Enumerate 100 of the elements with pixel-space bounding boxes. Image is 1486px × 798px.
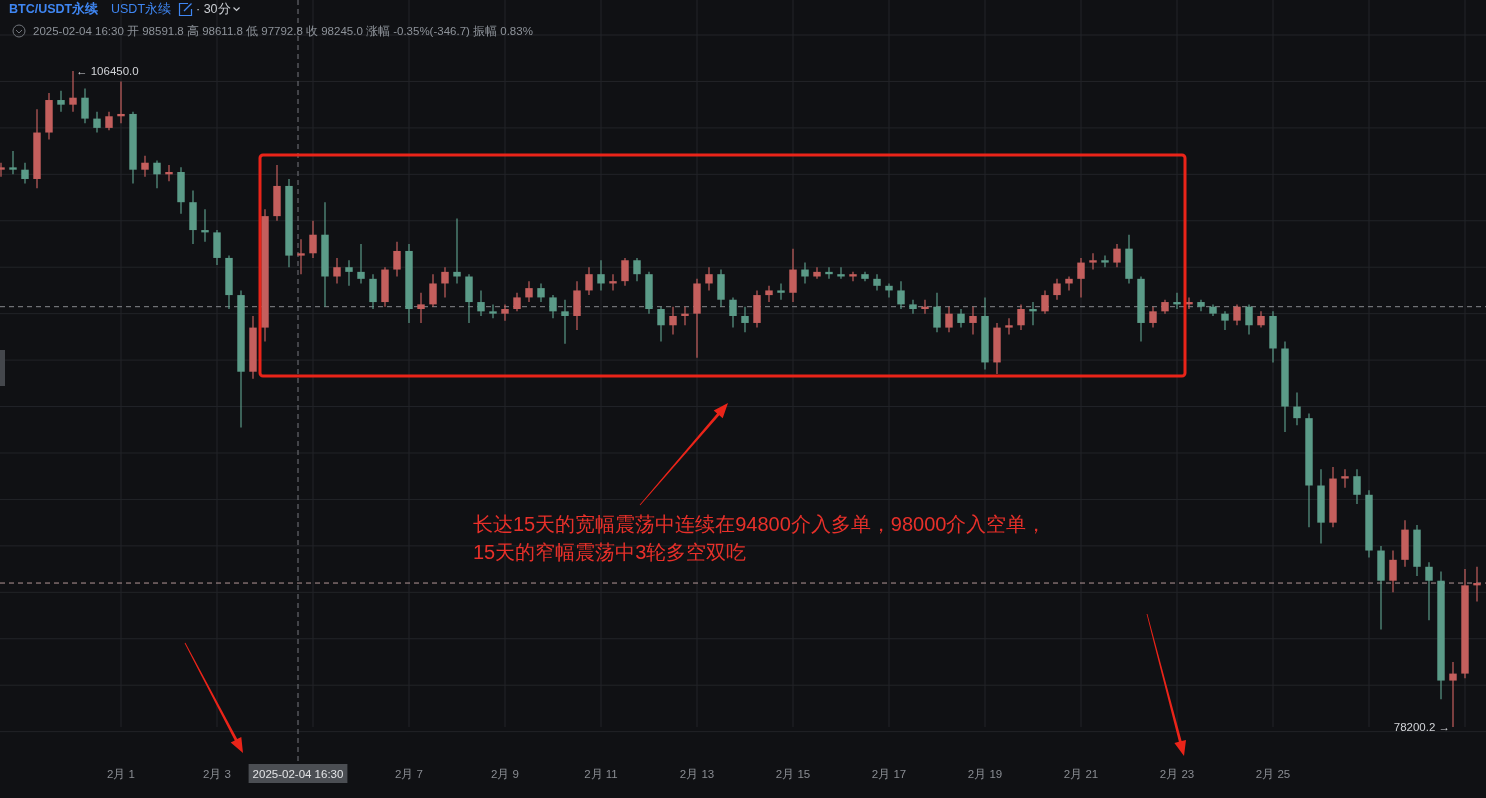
annotation: 78200.2 → — [1393, 721, 1450, 733]
candlestick — [1017, 303, 1025, 331]
candlestick — [1173, 292, 1181, 310]
x-tick-label: 2月 11 — [584, 768, 618, 780]
candlestick — [561, 299, 569, 345]
candlestick — [429, 273, 437, 308]
candlestick — [513, 292, 521, 312]
candlestick — [897, 280, 905, 310]
candlestick — [957, 308, 965, 329]
x-tick-label: 2月 23 — [1159, 768, 1195, 780]
candlestick — [549, 294, 557, 319]
candlestick — [729, 296, 737, 329]
candlestick — [849, 271, 857, 282]
candlestick — [69, 70, 77, 113]
candlestick — [1245, 303, 1253, 336]
candlestick — [441, 266, 449, 299]
x-tick-label: 2月 19 — [967, 768, 1003, 780]
candlestick — [537, 282, 545, 303]
candlestick — [1077, 257, 1085, 299]
x-tick-label: 2月 3 — [203, 768, 231, 780]
candlestick — [765, 285, 773, 303]
candlestick — [597, 259, 605, 292]
text: 2025-02-04 16:30 开 98591.8 高 98611.8 低 97792.8 收 98245.0 涨幅 -0.35%(-346.7) 振幅 0.83% — [33, 24, 533, 37]
candlestick — [813, 266, 821, 280]
candlestick — [1053, 278, 1061, 301]
candlestick — [93, 111, 101, 134]
x-tick-label: 2月 15 — [775, 768, 811, 780]
candlestick — [1341, 468, 1349, 489]
candlestick — [1101, 255, 1109, 268]
candlestick — [933, 292, 941, 333]
candlestick — [57, 90, 65, 113]
candlestick — [1041, 289, 1049, 315]
candlestick — [825, 266, 833, 280]
candlestick — [789, 248, 797, 303]
x-tick-label: 2月 9 — [491, 768, 519, 780]
candlestick — [657, 306, 665, 343]
candlestick — [105, 111, 113, 131]
annotation: 长达15天的宽幅震荡中连续在94800介入多单，98000介入空单， 15天的窄幅震荡中3轮多空双吃 — [473, 513, 1047, 563]
candlestick — [621, 257, 629, 287]
candlestick — [633, 257, 641, 282]
candlestick — [1065, 275, 1073, 292]
candlestick — [921, 299, 929, 315]
candlestick — [21, 162, 29, 185]
text: · 30分 — [196, 2, 231, 16]
ref-line-label: 2025-02-04 16:30 — [252, 768, 344, 780]
candlestick — [393, 241, 401, 278]
candlestick — [1449, 661, 1457, 728]
candlestick — [357, 243, 365, 285]
candlestick — [585, 266, 593, 296]
candlestick — [669, 306, 677, 336]
candlestick — [609, 273, 617, 292]
candlestick — [681, 306, 689, 326]
x-tick-label: 2月 13 — [679, 768, 715, 780]
candlestick — [165, 164, 173, 182]
candlestick — [1221, 310, 1229, 331]
chart-title: BTC/USDT永续 — [9, 1, 100, 16]
candlestick — [297, 238, 305, 275]
candlestick — [369, 273, 377, 310]
candlestick — [489, 303, 497, 319]
candlestick — [9, 150, 17, 175]
candlestick — [1089, 252, 1097, 271]
candlestick — [333, 257, 341, 285]
candlestick — [1293, 392, 1301, 426]
candlestick — [453, 217, 461, 285]
candlestick — [525, 280, 533, 303]
candlestick — [801, 261, 809, 285]
candlestick — [1005, 317, 1013, 336]
candlestick — [1149, 306, 1157, 329]
x-tick-label: 2月 25 — [1255, 768, 1291, 780]
chart-subtitle: USDT永续 — [111, 1, 172, 16]
candlestick — [117, 80, 125, 124]
candlestick — [885, 282, 893, 299]
candlestick — [309, 220, 317, 259]
x-tick-label: 2月 17 — [871, 768, 907, 780]
candlestick — [1113, 243, 1121, 268]
candlestick — [201, 208, 209, 243]
candlestick — [1425, 561, 1433, 621]
x-tick-label: 2月 7 — [395, 768, 423, 780]
x-tick-label: 2月 1 — [107, 768, 135, 780]
candlestick — [873, 273, 881, 292]
candlestick — [1233, 303, 1241, 326]
candlestick — [477, 289, 485, 317]
candlestick — [1389, 549, 1397, 593]
candlestick — [969, 306, 977, 336]
candlestick — [417, 292, 425, 324]
candlestick — [501, 303, 509, 322]
candlestick — [153, 159, 161, 189]
candlestick — [705, 266, 713, 292]
candlestick — [1029, 301, 1037, 326]
candlestick — [777, 282, 785, 301]
candlestick — [81, 87, 89, 124]
candlestick — [141, 155, 149, 178]
candlestick — [345, 259, 353, 287]
annotation: ← 106450.0 — [76, 65, 139, 77]
candlestick — [837, 266, 845, 280]
candlestick — [909, 299, 917, 315]
candlestick — [1353, 468, 1361, 505]
candlestick — [741, 306, 749, 333]
candlestick — [945, 306, 953, 333]
x-tick-label: 2月 21 — [1063, 768, 1099, 780]
